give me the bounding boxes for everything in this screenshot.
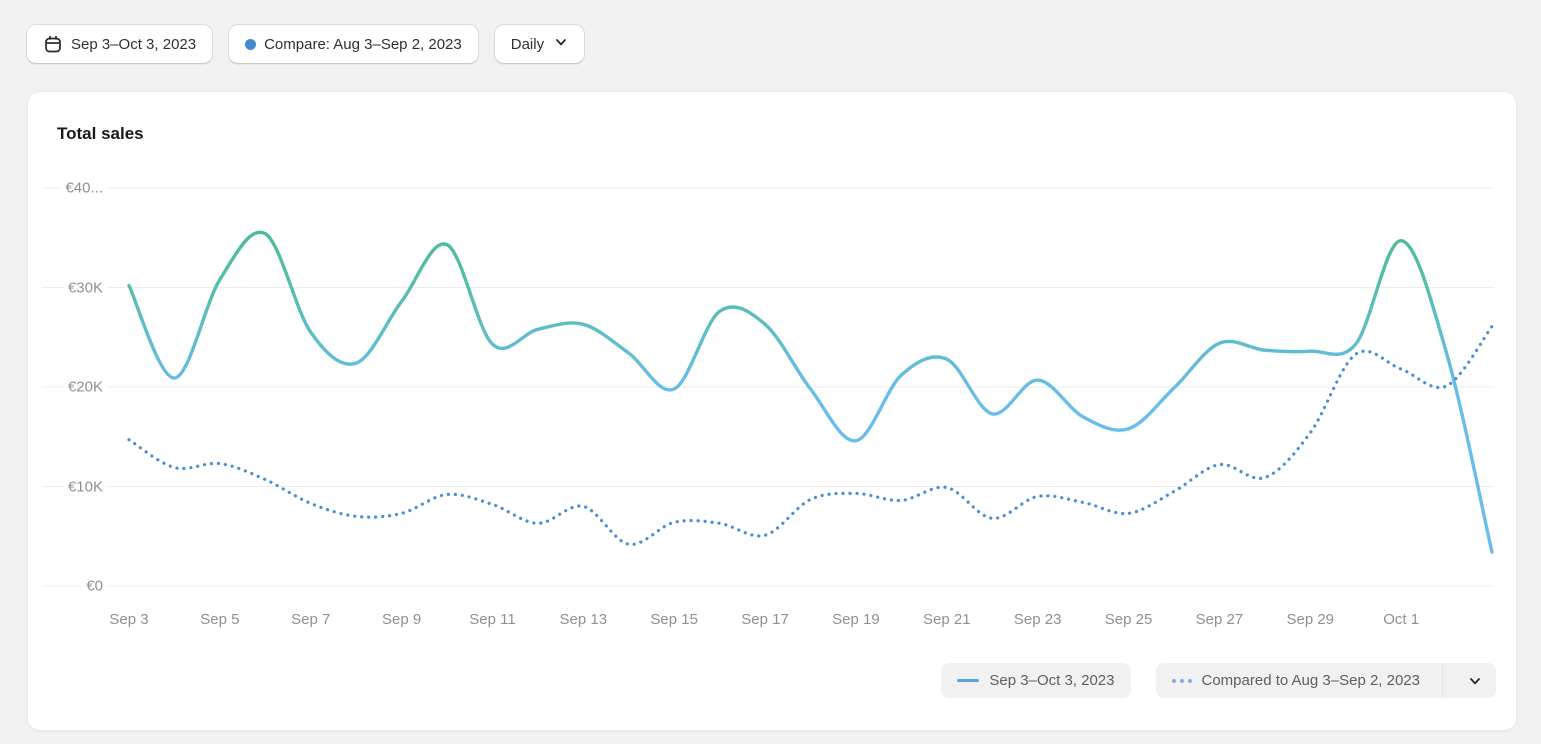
granularity-button[interactable]: Daily [493, 24, 586, 64]
comparison-series-line [127, 324, 1494, 546]
solid-line-icon [957, 679, 980, 682]
primary-series-line [127, 230, 1494, 554]
total-sales-card: Total sales €0 €10K €20K €30K €40... Sep 3 Se… [27, 91, 1517, 731]
legend-comparison-label: Compared to Aug 3–Sep 2, 2023 [1201, 672, 1421, 689]
legend-divider [1442, 663, 1443, 698]
chart-legend: Sep 3–Oct 3, 2023 Compared to Aug 3–Sep … [941, 663, 1496, 698]
compare-label: Compare: Aug 3–Sep 2, 2023 [264, 35, 462, 53]
dotted-line-icon [1171, 678, 1192, 683]
legend-item-comparison: Compared to Aug 3–Sep 2, 2023 [1155, 663, 1496, 698]
legend-primary-label: Sep 3–Oct 3, 2023 [989, 672, 1115, 689]
compare-dot-icon [245, 38, 257, 50]
analytics-toolbar: Sep 3–Oct 3, 2023 Compare: Aug 3–Sep 2, … [26, 24, 586, 64]
chevron-down-icon [554, 35, 568, 53]
date-range-button[interactable]: Sep 3–Oct 3, 2023 [26, 24, 214, 64]
calendar-icon [43, 34, 63, 54]
page-title: Total sales [57, 124, 144, 143]
granularity-label: Daily [510, 35, 545, 53]
legend-chevron-down-icon[interactable] [1453, 663, 1496, 698]
date-range-label: Sep 3–Oct 3, 2023 [71, 35, 197, 53]
total-sales-chart-canvas [42, 187, 1494, 587]
compare-button[interactable]: Compare: Aug 3–Sep 2, 2023 [228, 24, 479, 64]
legend-item-primary: Sep 3–Oct 3, 2023 [941, 663, 1131, 698]
